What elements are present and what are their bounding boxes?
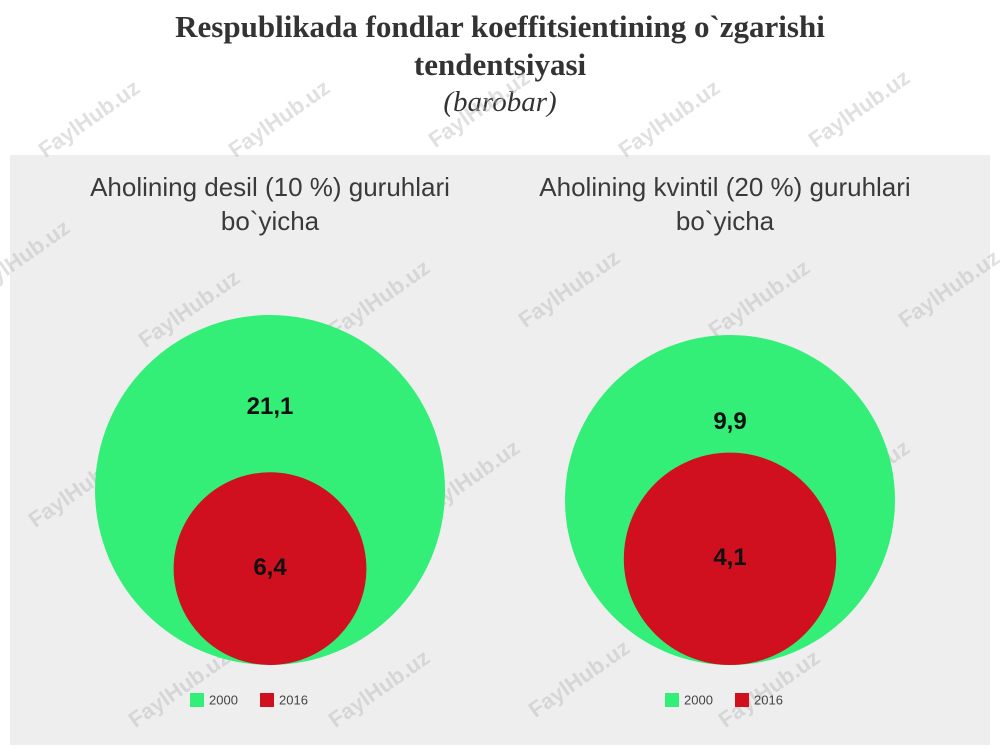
chart-title: Aholining desil (10 %) guruhlari bo`yich… [90, 172, 450, 236]
watermark: FaylHub.uz [614, 75, 724, 163]
header: Respublikada fondlar koeffitsientining o… [90, 8, 910, 120]
watermark: FaylHub.uz [124, 645, 234, 733]
bubble [173, 472, 367, 665]
slide-subtitle: (barobar) [443, 86, 557, 118]
legend-swatch [665, 693, 679, 707]
watermark: FaylHub.uz [0, 215, 74, 303]
value-label: 4,1 [713, 544, 746, 571]
slide-title: Respublikada fondlar koeffitsientining o… [175, 9, 825, 82]
legend-swatch [260, 693, 274, 707]
watermark: FaylHub.uz [524, 635, 634, 723]
watermark: FaylHub.uz [804, 65, 914, 153]
watermark: FaylHub.uz [324, 255, 434, 343]
value-label: 6,4 [253, 554, 287, 581]
value-label: 21,1 [247, 393, 294, 420]
legend-label: 2000 [684, 692, 713, 707]
legend-label: 2000 [209, 692, 238, 707]
chart-title: Aholining kvintil (20 %) guruhlari bo`yi… [539, 172, 911, 236]
watermark: FaylHub.uz [704, 255, 814, 343]
watermark: FaylHub.uz [34, 75, 144, 163]
legend-swatch [735, 693, 749, 707]
watermark: FaylHub.uz [894, 245, 1000, 333]
watermark: FaylHub.uz [224, 75, 334, 163]
legend-swatch [190, 693, 204, 707]
legend-label: 2016 [279, 692, 308, 707]
watermark: FaylHub.uz [424, 65, 534, 153]
bubble [623, 452, 837, 665]
value-label: 9,9 [713, 408, 746, 435]
watermark: FaylHub.uz [324, 645, 434, 733]
legend-label: 2016 [754, 692, 783, 707]
watermark: FaylHub.uz [514, 245, 624, 333]
